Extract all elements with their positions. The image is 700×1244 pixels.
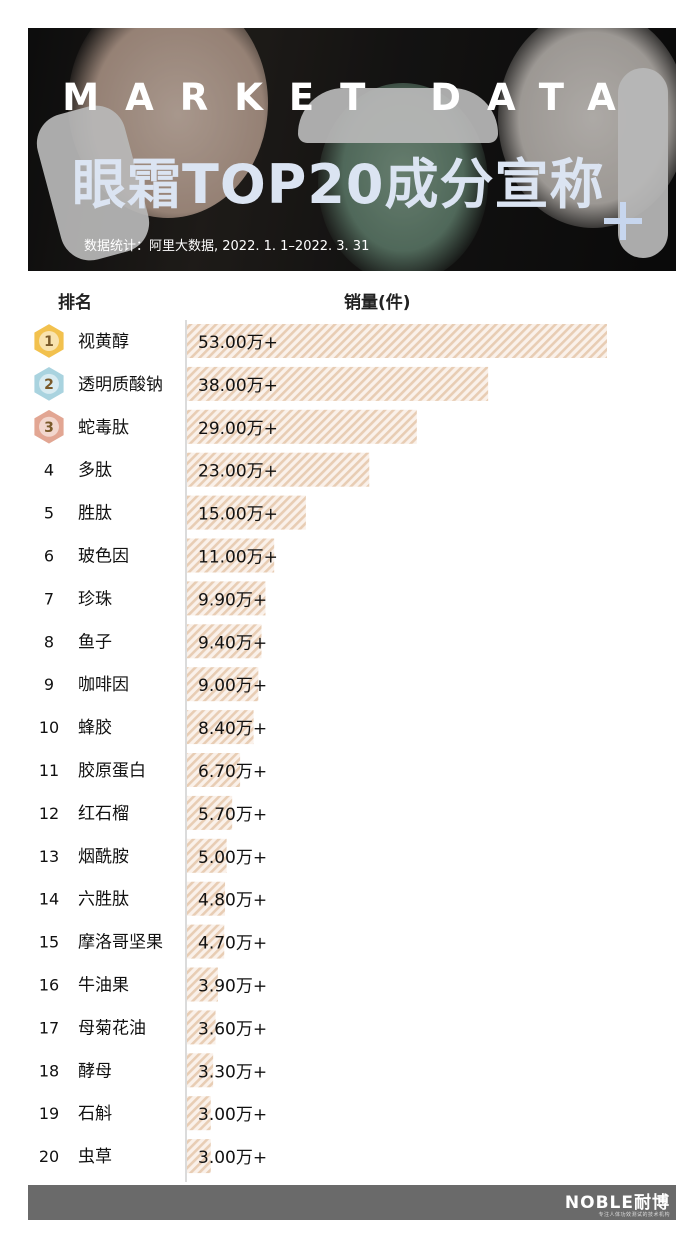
rank-number: 19	[39, 1104, 59, 1123]
category-label: 蛇毒肽	[78, 418, 129, 438]
banner-shade	[28, 28, 676, 271]
data-source: 数据统计：阿里大数据, 2022. 1. 1–2022. 3. 31	[84, 239, 370, 254]
rank-number: 18	[39, 1061, 59, 1080]
brand-logo: NOBLE耐博 专注人体功效测试的技术机构	[565, 1188, 670, 1218]
bar	[187, 667, 259, 702]
category-label: 烟酰胺	[78, 847, 129, 867]
rank-number: 10	[39, 718, 59, 737]
rank-number: 13	[39, 847, 59, 866]
rank-number: 6	[44, 547, 54, 566]
bar	[187, 452, 370, 487]
rank-number: 8	[44, 632, 54, 651]
bar	[187, 753, 241, 787]
header-banner: MARKET DATA 眼霜TOP20成分宣称 数据统计：阿里大数据, 2022…	[28, 28, 676, 271]
bar	[187, 581, 266, 616]
category-label: 多肽	[78, 461, 112, 481]
rank-number: 7	[44, 589, 54, 608]
value-label: 23.00万+	[198, 462, 278, 482]
category-label: 玻色因	[78, 547, 129, 567]
value-label: 3.00万+	[198, 1105, 267, 1125]
category-label: 咖啡因	[78, 675, 129, 695]
category-label: 视黄醇	[78, 332, 129, 352]
value-label: 5.00万+	[198, 848, 267, 868]
category-label: 红石榴	[78, 804, 129, 824]
bar	[187, 409, 417, 444]
footer-bar: NOBLE耐博 专注人体功效测试的技术机构	[28, 1185, 676, 1220]
category-label: 胶原蛋白	[78, 761, 146, 781]
value-label: 15.00万+	[198, 505, 278, 525]
value-label: 38.00万+	[198, 376, 278, 396]
value-label: 11.00万+	[198, 548, 278, 568]
bar	[187, 538, 275, 573]
bar	[187, 1139, 211, 1174]
headband-right	[618, 68, 668, 258]
sales-bar-chart: 1 视黄醇 53.00万+2 透明质酸钠 38.00万+3 蛇毒肽 29.00万+4 多肽 23…	[32, 320, 607, 1182]
bar	[187, 881, 226, 916]
category-label: 六胜肽	[78, 890, 129, 910]
value-label: 4.70万+	[198, 934, 267, 954]
category-label: 摩洛哥坚果	[78, 933, 163, 953]
silver-medal-icon	[32, 364, 66, 404]
value-label: 4.80万+	[198, 891, 267, 911]
rank-column-header: 排名	[58, 293, 92, 313]
bar	[187, 1096, 211, 1131]
bar	[187, 1053, 214, 1088]
bar	[187, 495, 306, 530]
value-label: 5.70万+	[198, 805, 267, 825]
bar	[187, 324, 607, 358]
rank-number: 16	[39, 976, 59, 995]
bar	[187, 624, 262, 659]
bar	[187, 967, 218, 1002]
category-label: 虫草	[78, 1147, 112, 1167]
value-label: 9.00万+	[198, 676, 267, 696]
rank-number: 14	[39, 890, 59, 909]
category-label: 母菊花油	[78, 1018, 146, 1038]
rank-number: 15	[39, 933, 59, 952]
category-label: 鱼子	[78, 632, 112, 652]
page-title: 眼霜TOP20成分宣称	[72, 153, 605, 216]
bronze-medal-icon	[32, 407, 66, 446]
rank-number: 17	[39, 1018, 59, 1037]
rank-number: 20	[39, 1147, 59, 1166]
category-label: 牛油果	[78, 976, 129, 996]
value-label: 3.90万+	[198, 977, 267, 997]
value-label: 53.00万+	[198, 333, 278, 353]
category-label: 透明质酸钠	[78, 375, 163, 395]
rank-number: 4	[44, 461, 54, 480]
category-label: 胜肽	[78, 504, 112, 524]
category-label: 珍珠	[78, 589, 112, 609]
bar	[187, 795, 233, 830]
rank-number: 9	[44, 675, 54, 694]
banner-subtitle: MARKET DATA	[62, 76, 642, 119]
rank-number: 11	[39, 761, 59, 780]
value-label: 3.00万+	[198, 1148, 267, 1168]
bar	[187, 838, 227, 873]
value-label: 8.40万+	[198, 719, 267, 739]
value-label: 9.90万+	[198, 590, 267, 610]
gold-medal-icon	[32, 321, 66, 361]
category-label: 石斛	[78, 1104, 112, 1124]
plus-icon	[604, 202, 642, 240]
value-label: 3.60万+	[198, 1019, 267, 1039]
value-label: 9.40万+	[198, 633, 267, 653]
category-label: 酵母	[78, 1061, 112, 1081]
rank-number: 5	[44, 504, 54, 523]
sales-column-header: 销量(件)	[344, 293, 411, 313]
value-label: 6.70万+	[198, 762, 267, 782]
value-label: 3.30万+	[198, 1062, 267, 1082]
category-label: 蜂胶	[78, 718, 112, 738]
rank-number: 3	[44, 420, 54, 436]
bar	[187, 1010, 216, 1045]
rank-number: 1	[44, 334, 54, 350]
bar	[187, 924, 225, 959]
bar	[187, 710, 254, 745]
logo-text: NOBLE耐博	[564, 1193, 670, 1213]
bar	[187, 366, 489, 401]
value-label: 29.00万+	[198, 419, 278, 439]
rank-number: 12	[39, 804, 59, 823]
logo-tagline: 专注人体功效测试的技术机构	[598, 1212, 670, 1218]
headband-center	[298, 88, 498, 143]
rank-number: 2	[44, 377, 54, 393]
